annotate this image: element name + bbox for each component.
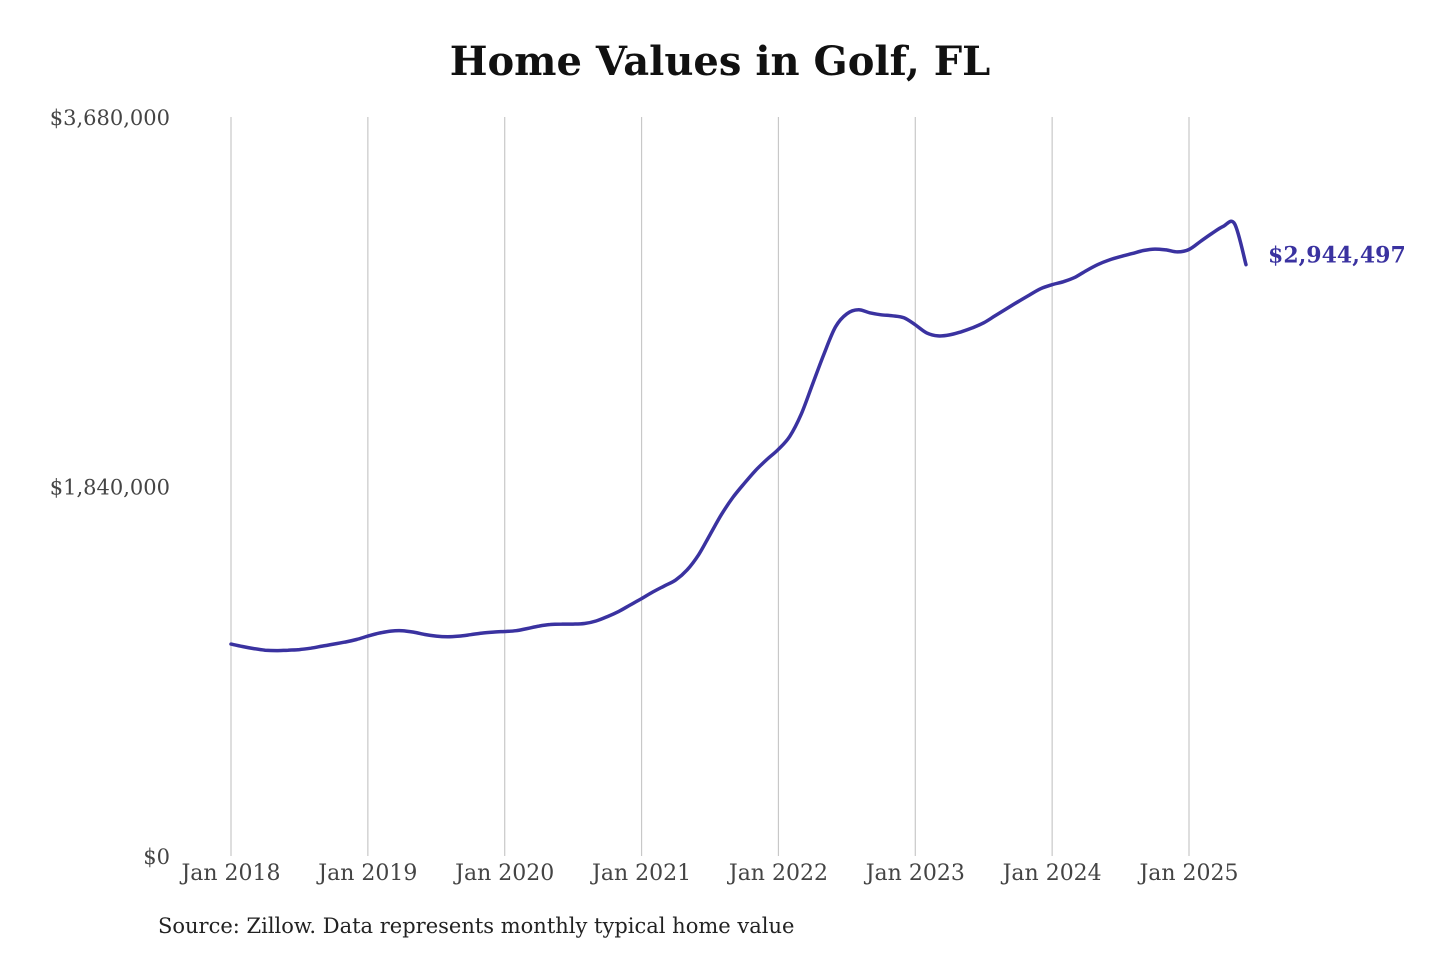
x-tick-label: Jan 2022 (727, 861, 828, 886)
gridlines (230, 117, 1190, 856)
series-line-group (229, 219, 1248, 653)
x-tick-label: Jan 2019 (316, 861, 417, 886)
y-tick-label: $0 (143, 845, 170, 869)
y-tick-label: $3,680,000 (50, 106, 170, 130)
x-tick-label: Jan 2018 (179, 861, 280, 886)
end-label-group: $2,944,497 (1268, 243, 1406, 269)
x-tick-label: Jan 2023 (864, 861, 965, 886)
x-tick-label: Jan 2025 (1137, 861, 1238, 886)
x-tick-label: Jan 2024 (1001, 861, 1102, 886)
series-line (229, 219, 1248, 653)
chart-title: Home Values in Golf, FL (449, 38, 991, 85)
end-value-label: $2,944,497 (1268, 243, 1406, 269)
x-axis-ticks: Jan 2018 Jan 2019 Jan 2020 Jan 2021 Jan 2022… (179, 861, 1238, 886)
y-axis-ticks: $0 $1,840,000 $3,680,000 (50, 106, 170, 869)
source-note: Source: Zillow. Data represents monthly … (158, 914, 795, 938)
x-tick-label: Jan 2021 (590, 861, 691, 886)
x-tick-label: Jan 2020 (453, 861, 554, 886)
y-tick-label: $1,840,000 (50, 476, 170, 500)
